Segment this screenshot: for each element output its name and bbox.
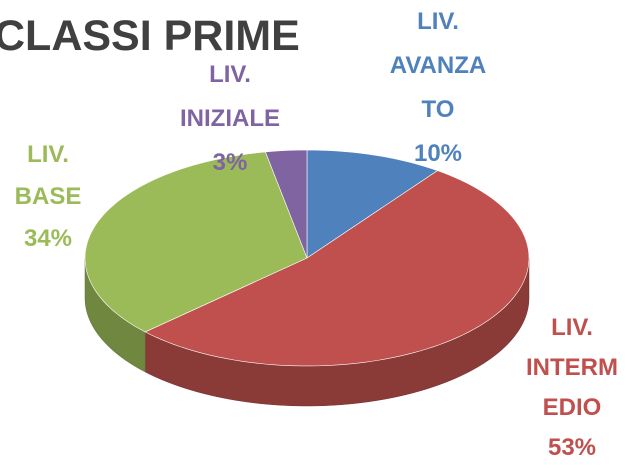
slice bbox=[306, 149, 439, 259]
slice-value-label: 34% bbox=[23, 225, 73, 252]
slice bbox=[264, 149, 308, 259]
slice-category-label: LIV. AVANZATO bbox=[389, 8, 487, 123]
slice-label: LIV. INIZIALE 3% bbox=[165, 53, 295, 185]
slice bbox=[144, 170, 530, 367]
slice-value-label: 10% bbox=[413, 140, 463, 167]
slice-category-label: LIV. INTERMEDIO bbox=[526, 314, 618, 421]
slice bbox=[84, 151, 308, 333]
slice-label: LIV. INTERMEDIO 53% bbox=[522, 308, 622, 468]
slice-category-label: LIV. INIZIALE bbox=[180, 61, 280, 132]
chart-title: CLASSI PRIME bbox=[0, 12, 300, 60]
slice-value-label: 53% bbox=[547, 434, 597, 461]
slice-label: LIV. AVANZATO 10% bbox=[385, 0, 491, 176]
slice-value-label: 3% bbox=[212, 149, 248, 176]
slice-label: LIV. BASE 34% bbox=[0, 134, 96, 260]
pie-tops bbox=[84, 149, 530, 367]
slice-category-label: LIV. BASE bbox=[14, 141, 82, 210]
